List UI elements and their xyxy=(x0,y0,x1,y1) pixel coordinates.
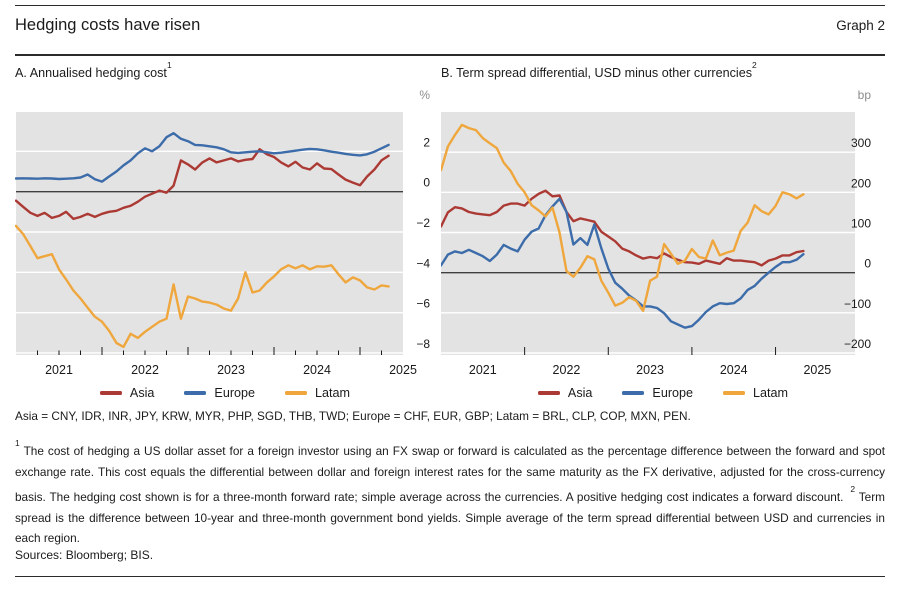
header-rule xyxy=(15,54,885,56)
svg-text:2022: 2022 xyxy=(131,363,159,377)
currency-definitions-note: Asia = CNY, IDR, INR, JPY, KRW, MYR, PHP… xyxy=(15,409,691,423)
latam-line-swatch-icon xyxy=(285,391,308,395)
footnote-1-marker: 1 xyxy=(15,438,20,448)
legend-label-europe: Europe xyxy=(652,386,694,400)
svg-text:300: 300 xyxy=(851,136,871,150)
svg-text:2023: 2023 xyxy=(636,363,664,377)
svg-text:2021: 2021 xyxy=(469,363,497,377)
svg-text:−6: −6 xyxy=(416,297,430,311)
legend-item-latam: Latam xyxy=(723,386,788,400)
panel-a-chart-canvas: 2 0 −2 −4 −6 −8 2021 2022 2023 2024 2025 xyxy=(14,106,435,383)
legend-item-asia: Asia xyxy=(537,386,593,400)
svg-text:100: 100 xyxy=(851,216,871,230)
svg-text:−200: −200 xyxy=(844,337,871,351)
latam-line-swatch-icon xyxy=(723,391,746,395)
panel-a-title-text: A. Annualised hedging cost xyxy=(15,66,167,81)
panel-b-chart-canvas: 300 200 100 0 −100 −200 2021 2022 2023 2024 2025 xyxy=(439,106,885,383)
graph-number-label: Graph 2 xyxy=(836,18,885,33)
panel-b-title: B. Term spread differential, USD minus o… xyxy=(441,60,757,81)
panel-a-title-footnote-marker: 1 xyxy=(166,60,172,70)
legend-label-latam: Latam xyxy=(753,386,789,400)
svg-text:2024: 2024 xyxy=(303,363,331,377)
legend-label-latam: Latam xyxy=(315,386,351,400)
svg-text:0: 0 xyxy=(864,257,871,271)
legend-label-europe: Europe xyxy=(214,386,256,400)
asia-line-swatch-icon xyxy=(99,391,122,395)
top-rule xyxy=(15,5,885,6)
svg-text:2: 2 xyxy=(423,135,430,149)
footnote-1-text: The cost of hedging a US dollar asset fo… xyxy=(15,443,885,504)
title-row: Hedging costs have risen Graph 2 xyxy=(15,16,885,35)
europe-line-swatch-icon xyxy=(622,391,645,395)
panel-a-unit-label: % xyxy=(419,88,430,102)
panel-b-unit-label: bp xyxy=(857,88,871,102)
legend-item-latam: Latam xyxy=(285,386,350,400)
svg-text:−2: −2 xyxy=(416,216,430,230)
panel-a-legend: Asia Europe Latam xyxy=(15,386,435,400)
legend-item-europe: Europe xyxy=(622,386,693,400)
legend-item-europe: Europe xyxy=(184,386,255,400)
footnote-2-marker: 2 xyxy=(850,483,856,494)
svg-text:−100: −100 xyxy=(844,297,871,311)
svg-text:2024: 2024 xyxy=(720,363,748,377)
page-title: Hedging costs have risen xyxy=(15,16,201,34)
legend-item-asia: Asia xyxy=(99,386,155,400)
legend-label-asia: Asia xyxy=(567,386,593,400)
svg-text:2025: 2025 xyxy=(803,363,831,377)
svg-text:2021: 2021 xyxy=(45,363,73,377)
europe-line-swatch-icon xyxy=(184,391,207,395)
footnote-2-text: Term spread is the difference between 10… xyxy=(15,489,885,546)
svg-text:2023: 2023 xyxy=(217,363,245,377)
asia-line-swatch-icon xyxy=(537,391,560,395)
svg-text:0: 0 xyxy=(423,176,430,190)
svg-text:2022: 2022 xyxy=(553,363,581,377)
svg-text:200: 200 xyxy=(851,176,871,190)
svg-text:2025: 2025 xyxy=(389,363,417,377)
svg-text:−4: −4 xyxy=(416,256,430,270)
sources-line: Sources: Bloomberg; BIS. xyxy=(15,548,154,562)
panel-b-title-footnote-marker: 2 xyxy=(752,60,757,70)
bottom-rule xyxy=(15,576,885,577)
panel-b-legend: Asia Europe Latam xyxy=(441,386,885,400)
legend-label-asia: Asia xyxy=(129,386,155,400)
panel-a-title: A. Annualised hedging cost1 xyxy=(15,60,172,81)
panel-b-title-text: B. Term spread differential, USD minus o… xyxy=(441,66,753,81)
footnotes-paragraph: 1 The cost of hedging a US dollar asset … xyxy=(15,437,885,549)
svg-text:−8: −8 xyxy=(416,337,430,351)
